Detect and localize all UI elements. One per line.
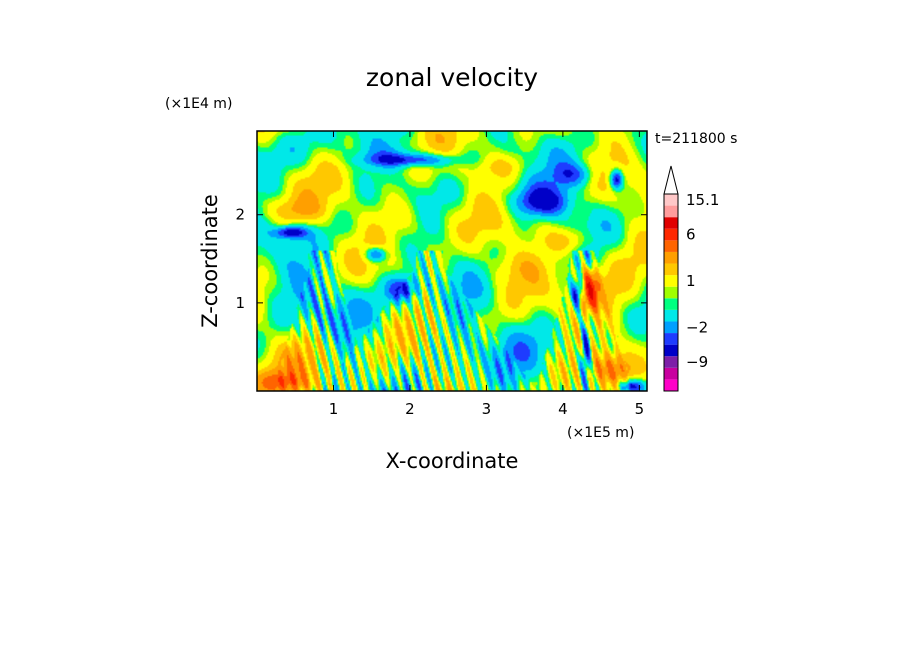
- colorbar-frame: [663, 193, 679, 392]
- colorbar-label: 1: [686, 272, 696, 290]
- x-tick-label: 3: [482, 400, 492, 418]
- x-tick-label: 2: [405, 400, 415, 418]
- x-scale-label: (×1E5 m): [567, 425, 634, 441]
- colorbar-extend-arrow: [663, 165, 679, 195]
- colorbar-label: 6: [686, 226, 696, 244]
- colorbar-swatch: [664, 344, 678, 357]
- colorbar-swatch: [664, 251, 678, 264]
- y-axis: 12: [235, 206, 647, 312]
- chart-title: zonal velocity: [366, 63, 538, 92]
- colorbar-swatch: [664, 309, 678, 322]
- colorbar-label: −2: [686, 318, 708, 336]
- colorbar: 15.1 6 1 −2 −9: [663, 165, 719, 392]
- colorbar-swatch: [664, 356, 678, 368]
- colorbar-label: 15.1: [686, 191, 719, 209]
- colorbar-swatch: [664, 263, 678, 276]
- y-axis-title: Z-coordinate: [198, 194, 222, 328]
- colorbar-swatch: [664, 205, 678, 218]
- colorbar-swatch: [664, 379, 678, 391]
- colorbar-swatch: [664, 275, 678, 287]
- time-label: t=211800 s: [655, 131, 737, 147]
- y-tick-label: 2: [235, 206, 245, 224]
- x-axis-title: X-coordinate: [386, 449, 519, 473]
- x-tick-label: 1: [329, 400, 339, 418]
- plot-frame: [256, 130, 648, 392]
- y-scale-label: (×1E4 m): [165, 96, 232, 112]
- heatmap-field: [257, 131, 647, 391]
- x-tick-label: 5: [635, 400, 645, 418]
- colorbar-swatch: [664, 333, 678, 345]
- colorbar-swatch: [664, 321, 678, 334]
- colorbar-swatch: [664, 194, 678, 206]
- colorbar-swatch: [664, 217, 678, 229]
- colorbar-swatch: [664, 228, 678, 241]
- x-tick-label: 4: [558, 400, 568, 418]
- colorbar-label: −9: [686, 353, 708, 371]
- y-tick-label: 1: [235, 294, 245, 312]
- colorbar-swatch: [664, 286, 678, 299]
- colorbar-swatch: [664, 298, 678, 310]
- x-axis: 1 2 3 4 5: [329, 131, 644, 418]
- colorbar-swatch: [664, 367, 678, 380]
- colorbar-swatch: [664, 240, 678, 252]
